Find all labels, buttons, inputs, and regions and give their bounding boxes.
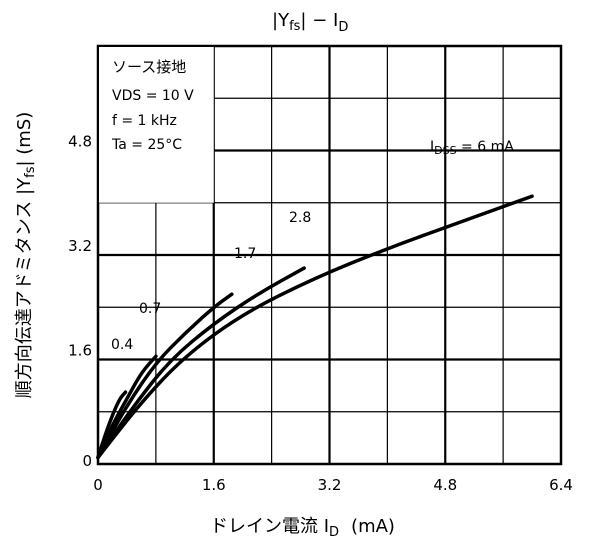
conditions-box: ソース接地 VDS = 10 V f = 1 kHz Ta = 25°C [99, 47, 214, 203]
series-line-1-7 [96, 292, 234, 460]
series-lines [96, 194, 534, 460]
y-axis-label: 順方向伝達アドミタンス |Yfs| (mS) [14, 112, 38, 399]
y-tick-label: 0 [82, 452, 92, 470]
x-tick-label: 1.6 [202, 476, 226, 494]
x-tick-label: 4.8 [433, 476, 457, 494]
condition-line1: ソース接地 [112, 58, 186, 76]
plot-frame [96, 44, 563, 466]
series-label-0-7: 0.7 [139, 301, 161, 317]
x-tick-labels: 0 1.6 3.2 4.8 6.4 [93, 476, 573, 494]
y-tick-label: 3.2 [68, 237, 92, 255]
series-line-IDSS-6-mA [96, 194, 534, 460]
y-tick-labels: 0 1.6 3.2 4.8 [68, 133, 92, 471]
condition-line3: f = 1 kHz [112, 113, 177, 129]
x-tick-label: 0 [93, 476, 103, 494]
svg-text:|Yfs| − ID: |Yfs| − ID [272, 10, 348, 35]
svg-text:ドレイン電流 ID(mA): ドレイン電流 ID (mA) [210, 516, 395, 540]
x-tick-label: 3.2 [318, 476, 342, 494]
y-tick-label: 4.8 [68, 133, 92, 151]
series-label-2-8: 2.8 [289, 210, 311, 226]
series-label-idss: IDSS = 6 mA [430, 139, 514, 157]
chart-title: |Yfs| − ID [272, 10, 348, 35]
y-tick-label: 1.6 [68, 342, 92, 360]
conditions-box-bg [99, 47, 214, 203]
series-labels: 0.4 0.7 1.7 2.8 IDSS = 6 mA [111, 139, 514, 353]
series-label-1-7: 1.7 [234, 246, 256, 262]
svg-text:順方向伝達アドミタンス |Yfs| (mS): 順方向伝達アドミタンス |Yfs| (mS) [14, 112, 38, 399]
x-tick-label: 6.4 [549, 476, 573, 494]
condition-line4: Ta = 25°C [111, 137, 182, 153]
series-line-2-8 [96, 266, 306, 460]
series-label-0-4: 0.4 [111, 337, 133, 353]
condition-line2: VDS = 10 V [112, 88, 194, 104]
x-axis-label: ドレイン電流 ID (mA) [210, 516, 395, 540]
